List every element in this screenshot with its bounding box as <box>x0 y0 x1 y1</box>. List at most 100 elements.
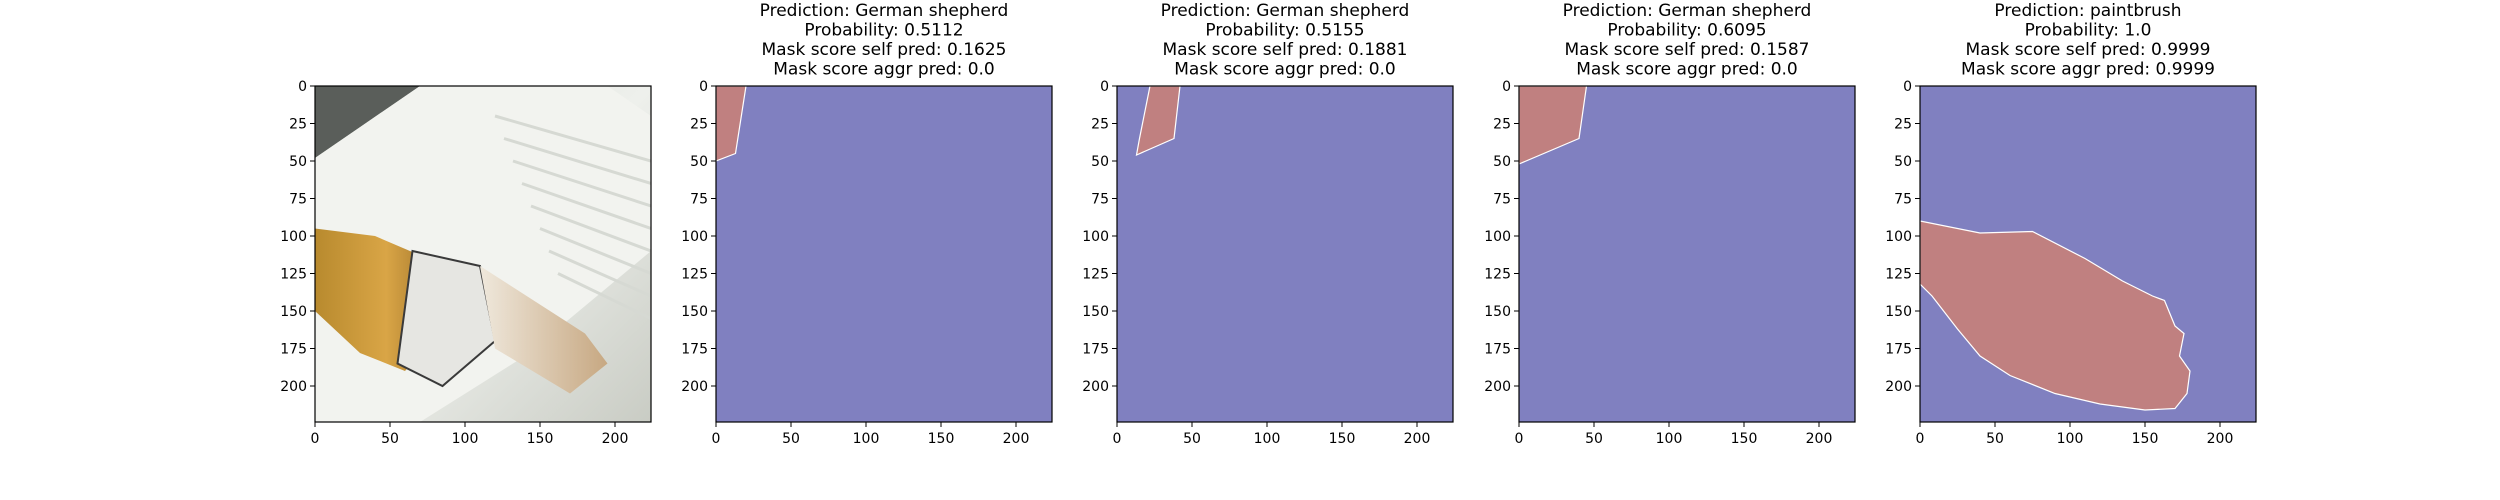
panel-4-xtick-label: 200 <box>1806 431 1833 447</box>
panel-1-ytick-label: 25 <box>289 117 307 133</box>
panel-4: Prediction: German shepherdProbability: … <box>1484 1 1856 447</box>
panel-2-ytick-label: 25 <box>690 117 708 133</box>
panel-3-xtick-label: 100 <box>1254 431 1281 447</box>
panel-3-xtick-label: 0 <box>1113 431 1122 447</box>
panel-1-ytick-label: 200 <box>280 379 307 395</box>
panel-4-ytick-label: 125 <box>1484 267 1511 283</box>
panel-1-ytick-label: 175 <box>280 342 307 358</box>
panel-1-ytick-label: 125 <box>280 267 307 283</box>
panel-5-ytick-label: 200 <box>1885 379 1912 395</box>
panel-4-title-line-2: Probability: 0.6095 <box>1607 21 1766 41</box>
panel-2-xtick-label: 150 <box>928 431 955 447</box>
panel-1-xtick-label: 0 <box>311 431 320 447</box>
panel-5-xtick-label: 50 <box>1986 431 2004 447</box>
photo-ridge <box>512 159 651 208</box>
panel-3-title-line-2: Probability: 0.5155 <box>1205 21 1364 41</box>
panel-4-xtick-label: 50 <box>1585 431 1603 447</box>
panel-4-xtick-label: 0 <box>1515 431 1524 447</box>
panel-1-xtick-label: 100 <box>452 431 479 447</box>
panel-1-ytick-label: 150 <box>280 304 307 320</box>
panel-2-ytick-label: 100 <box>681 229 708 245</box>
panel-1-frame <box>314 85 652 423</box>
panel-4-xtick-label: 150 <box>1731 431 1758 447</box>
photo-ridge <box>521 182 651 230</box>
panel-5-ytick-label: 125 <box>1885 267 1912 283</box>
panel-2: Prediction: German shepherdProbability: … <box>681 1 1053 447</box>
panel-1-ytick-label: 50 <box>289 154 307 170</box>
panel-4-ytick-label: 150 <box>1484 304 1511 320</box>
panel-2-title-line-2: Probability: 0.5112 <box>804 21 963 41</box>
panel-3-image <box>1117 86 1453 422</box>
panel-3-ytick-label: 25 <box>1091 117 1109 133</box>
panel-5-mask-region <box>1920 220 2191 411</box>
panel-2-xtick-label: 0 <box>712 431 721 447</box>
panel-4-title-line-1: Prediction: German shepherd <box>1563 1 1812 21</box>
panel-4-frame <box>1518 85 1856 423</box>
panel-3-xtick-label: 200 <box>1404 431 1431 447</box>
panel-5-ytick-label: 0 <box>1903 79 1912 95</box>
panel-2-ytick-label: 175 <box>681 342 708 358</box>
panel-4-image <box>1519 86 1855 422</box>
panel-3-ytick-label: 150 <box>1082 304 1109 320</box>
panel-3-ytick-label: 50 <box>1091 154 1109 170</box>
panel-4-ytick-label: 25 <box>1493 117 1511 133</box>
panel-5-xtick-label: 0 <box>1916 431 1925 447</box>
panel-1-xtick-label: 150 <box>527 431 554 447</box>
panel-2-image <box>716 86 1052 422</box>
panel-2-xtick-label: 200 <box>1003 431 1030 447</box>
panel-2-ytick-label: 50 <box>690 154 708 170</box>
panel-3-ytick-label: 200 <box>1082 379 1109 395</box>
panel-5-image <box>1920 86 2256 422</box>
panel-5-xtick-label: 150 <box>2132 431 2159 447</box>
panel-1-ytick-label: 100 <box>280 229 307 245</box>
panel-2-ytick-label: 0 <box>699 79 708 95</box>
panel-3-xtick-label: 50 <box>1183 431 1201 447</box>
panel-3-xtick-label: 150 <box>1329 431 1356 447</box>
photo-brush-bristles <box>480 266 608 394</box>
panel-2-ytick-label: 150 <box>681 304 708 320</box>
panel-2-mask-region <box>716 86 747 162</box>
panel-4-ytick-label: 50 <box>1493 154 1511 170</box>
panel-5-title-line-4: Mask score aggr pred: 0.9999 <box>1961 60 2215 80</box>
panel-2-xtick-label: 50 <box>782 431 800 447</box>
panel-3-ytick-label: 0 <box>1100 79 1109 95</box>
panel-5-title-line-2: Probability: 1.0 <box>2025 21 2152 41</box>
panel-3-frame <box>1116 85 1454 423</box>
panel-2-frame <box>715 85 1053 423</box>
photo-ridge <box>494 114 651 163</box>
panel-1-ytick-label: 75 <box>289 192 307 208</box>
panel-3-title-line-3: Mask score self pred: 0.1881 <box>1163 40 1408 60</box>
panel-3-ytick-label: 125 <box>1082 267 1109 283</box>
panel-5-ytick-label: 100 <box>1885 229 1912 245</box>
photo-ridge <box>539 227 651 275</box>
panel-2-xtick-label: 100 <box>853 431 880 447</box>
panel-3-ytick-label: 175 <box>1082 342 1109 358</box>
panel-4-title-line-3: Mask score self pred: 0.1587 <box>1565 40 1810 60</box>
panel-2-title-line-3: Mask score self pred: 0.1625 <box>762 40 1007 60</box>
panel-4-mask-background <box>1519 86 1855 422</box>
panel-3-title-line-4: Mask score aggr pred: 0.0 <box>1174 60 1396 80</box>
panel-4-ytick-label: 75 <box>1493 192 1511 208</box>
panel-4-ytick-label: 200 <box>1484 379 1511 395</box>
panel-5-ytick-label: 25 <box>1894 117 1912 133</box>
panel-5-ytick-label: 50 <box>1894 154 1912 170</box>
panel-2-ytick-label: 75 <box>690 192 708 208</box>
panel-2-title-line-4: Mask score aggr pred: 0.0 <box>773 60 995 80</box>
photo-brush-ferrule <box>396 249 497 388</box>
panel-3-ytick-label: 75 <box>1091 192 1109 208</box>
panel-3-ytick-label: 100 <box>1082 229 1109 245</box>
panel-4-ytick-label: 175 <box>1484 342 1511 358</box>
panel-4-title-line-4: Mask score aggr pred: 0.0 <box>1576 60 1798 80</box>
panel-4-ytick-label: 100 <box>1484 229 1511 245</box>
panel-5-xtick-label: 200 <box>2207 431 2234 447</box>
panel-3: Prediction: German shepherdProbability: … <box>1082 1 1454 447</box>
panel-4-xtick-label: 100 <box>1656 431 1683 447</box>
photo-ridge <box>548 249 651 298</box>
panel-5-ytick-label: 150 <box>1885 304 1912 320</box>
panel-1-ytick-label: 0 <box>298 79 307 95</box>
panel-2-title-line-1: Prediction: German shepherd <box>760 1 1009 21</box>
panel-5-ytick-label: 175 <box>1885 342 1912 358</box>
panel-3-mask-background <box>1117 86 1453 422</box>
